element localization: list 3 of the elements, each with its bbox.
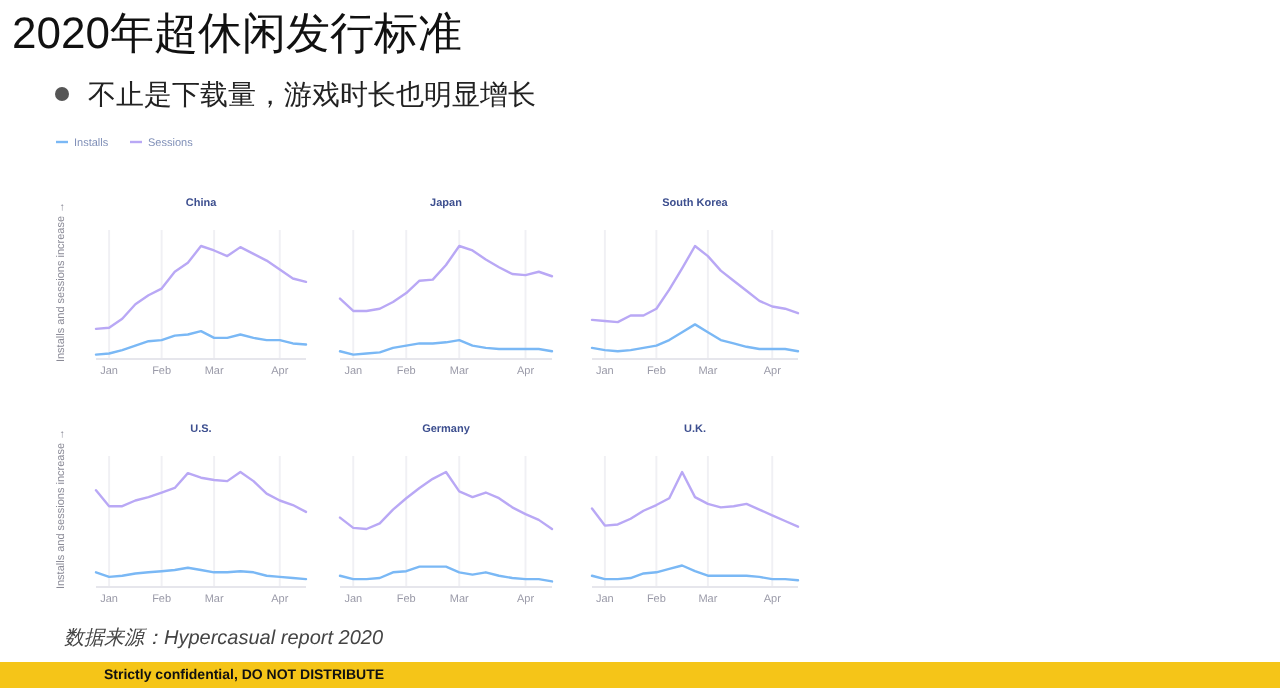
text: 不止是下载量，游戏时长也明显增长 [88,78,536,110]
text: 2020年超休闲发行标准 [12,8,462,58]
source-note: 数据来源：Hypercasual report 2020 [64,626,384,650]
